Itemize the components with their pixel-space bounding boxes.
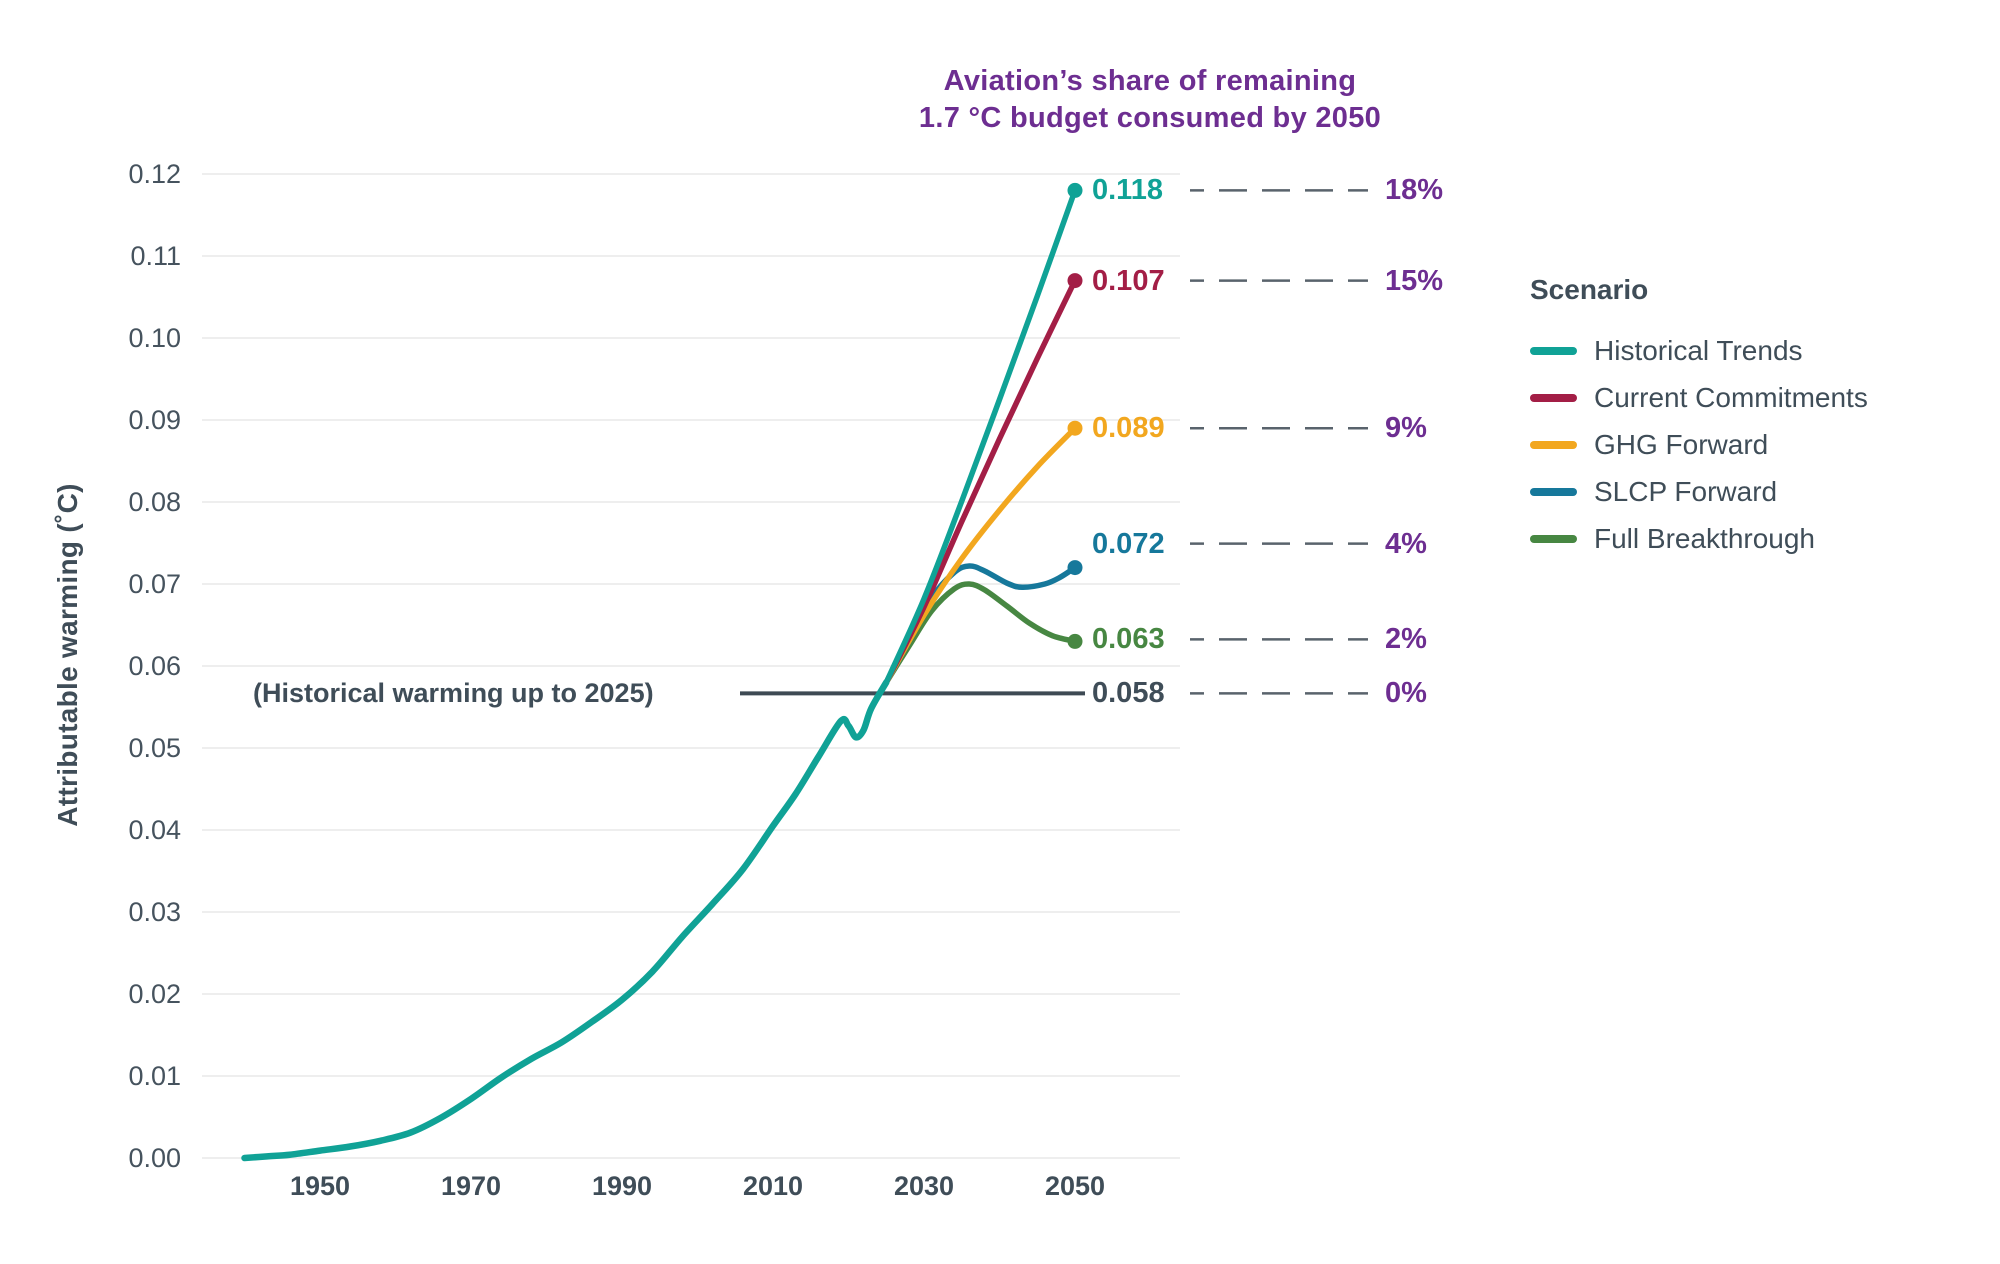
x-tick-label: 1950 [289, 1171, 351, 1201]
value-label-ghg-forward: 0.089 [1092, 412, 1165, 445]
legend: Scenario Historical Trends Current Commit… [1530, 274, 1868, 562]
legend-item-slcp-forward: SLCP Forward [1530, 468, 1868, 515]
legend-swatch-full-breakthrough [1530, 534, 1577, 543]
legend-label: GHG Forward [1594, 428, 1769, 460]
legend-item-ghg-forward: GHG Forward [1530, 421, 1868, 468]
legend-swatch-ghg-forward [1530, 440, 1577, 449]
y-tick-label: 0.00 [128, 1143, 181, 1173]
value-label-historical-2025: 0.058 [1092, 677, 1165, 710]
series-line-ghg-forward [883, 425, 1078, 686]
value-label-current-commitments: 0.107 [1092, 264, 1165, 297]
x-tick-label: 1970 [440, 1171, 502, 1201]
y-tick-label: 0.12 [128, 159, 181, 189]
endpoint-dot-current-commitments [1067, 273, 1083, 289]
y-tick-label: 0.06 [128, 651, 181, 681]
percent-label-historical-trends: 18% [1385, 174, 1444, 207]
percent-label-slcp-forward: 4% [1385, 527, 1427, 560]
y-tick-label: 0.01 [128, 1061, 181, 1091]
series-line-historical-trends [883, 187, 1078, 686]
legend-item-current-commitments: Current Commitments [1530, 374, 1868, 421]
legend-item-historical-trends: Historical Trends [1530, 327, 1868, 374]
value-label-slcp-forward: 0.072 [1092, 527, 1165, 560]
endpoint-dot-historical-trends [1067, 182, 1083, 198]
value-label-full-breakthrough: 0.063 [1092, 623, 1165, 656]
y-tick-label: 0.09 [128, 405, 181, 435]
series-line-current-commitments [883, 277, 1078, 686]
series-line-full-breakthrough [883, 581, 1078, 686]
endpoint-dot-full-breakthrough [1067, 633, 1083, 649]
percent-label-full-breakthrough: 2% [1385, 623, 1427, 656]
x-tick-label: 2050 [1044, 1171, 1106, 1201]
y-tick-label: 0.03 [128, 897, 181, 927]
percent-label-current-commitments: 15% [1385, 264, 1444, 297]
chart-title-line-1: Aviation’s share of remaining [943, 65, 1357, 97]
legend-title: Scenario [1530, 274, 1649, 305]
percent-label-historical-2025: 0% [1385, 677, 1427, 710]
legend-swatch-slcp-forward [1530, 487, 1577, 496]
chart-title-line-2: 1.7 °C budget consumed by 2050 [918, 102, 1382, 134]
y-tick-label: 0.08 [128, 487, 181, 517]
x-tick-label: 1990 [591, 1171, 653, 1201]
annotation-historical-warming-text: (Historical warming up to 2025) [253, 678, 654, 709]
endpoint-dot-slcp-forward [1067, 560, 1083, 576]
legend-items: Historical Trends Current Commitments GHG … [1530, 327, 1868, 562]
legend-swatch-current-commitments [1530, 393, 1577, 402]
legend-label: Full Breakthrough [1594, 522, 1816, 554]
legend-label: SLCP Forward [1594, 475, 1778, 507]
percent-label-ghg-forward: 9% [1385, 412, 1427, 445]
y-tick-label: 0.04 [128, 815, 181, 845]
x-tick-label: 2030 [893, 1171, 955, 1201]
legend-swatch-historical-trends [1530, 346, 1577, 355]
legend-item-full-breakthrough: Full Breakthrough [1530, 515, 1868, 562]
legend-label: Historical Trends [1594, 334, 1803, 366]
legend-label: Current Commitments [1594, 381, 1868, 413]
value-label-historical-trends: 0.118 [1092, 174, 1163, 207]
y-tick-label: 0.10 [128, 323, 181, 353]
y-tick-label: 0.07 [128, 569, 181, 599]
endpoint-dot-ghg-forward [1067, 420, 1083, 436]
series-line-historical [241, 679, 890, 1162]
y-tick-label: 0.11 [130, 241, 181, 271]
y-tick-label: 0.02 [128, 979, 181, 1009]
x-tick-label: 2010 [742, 1171, 804, 1201]
chart-title: Aviation’s share of remaining 1.7 °C bud… [830, 63, 1470, 137]
y-tick-label: 0.05 [128, 733, 181, 763]
